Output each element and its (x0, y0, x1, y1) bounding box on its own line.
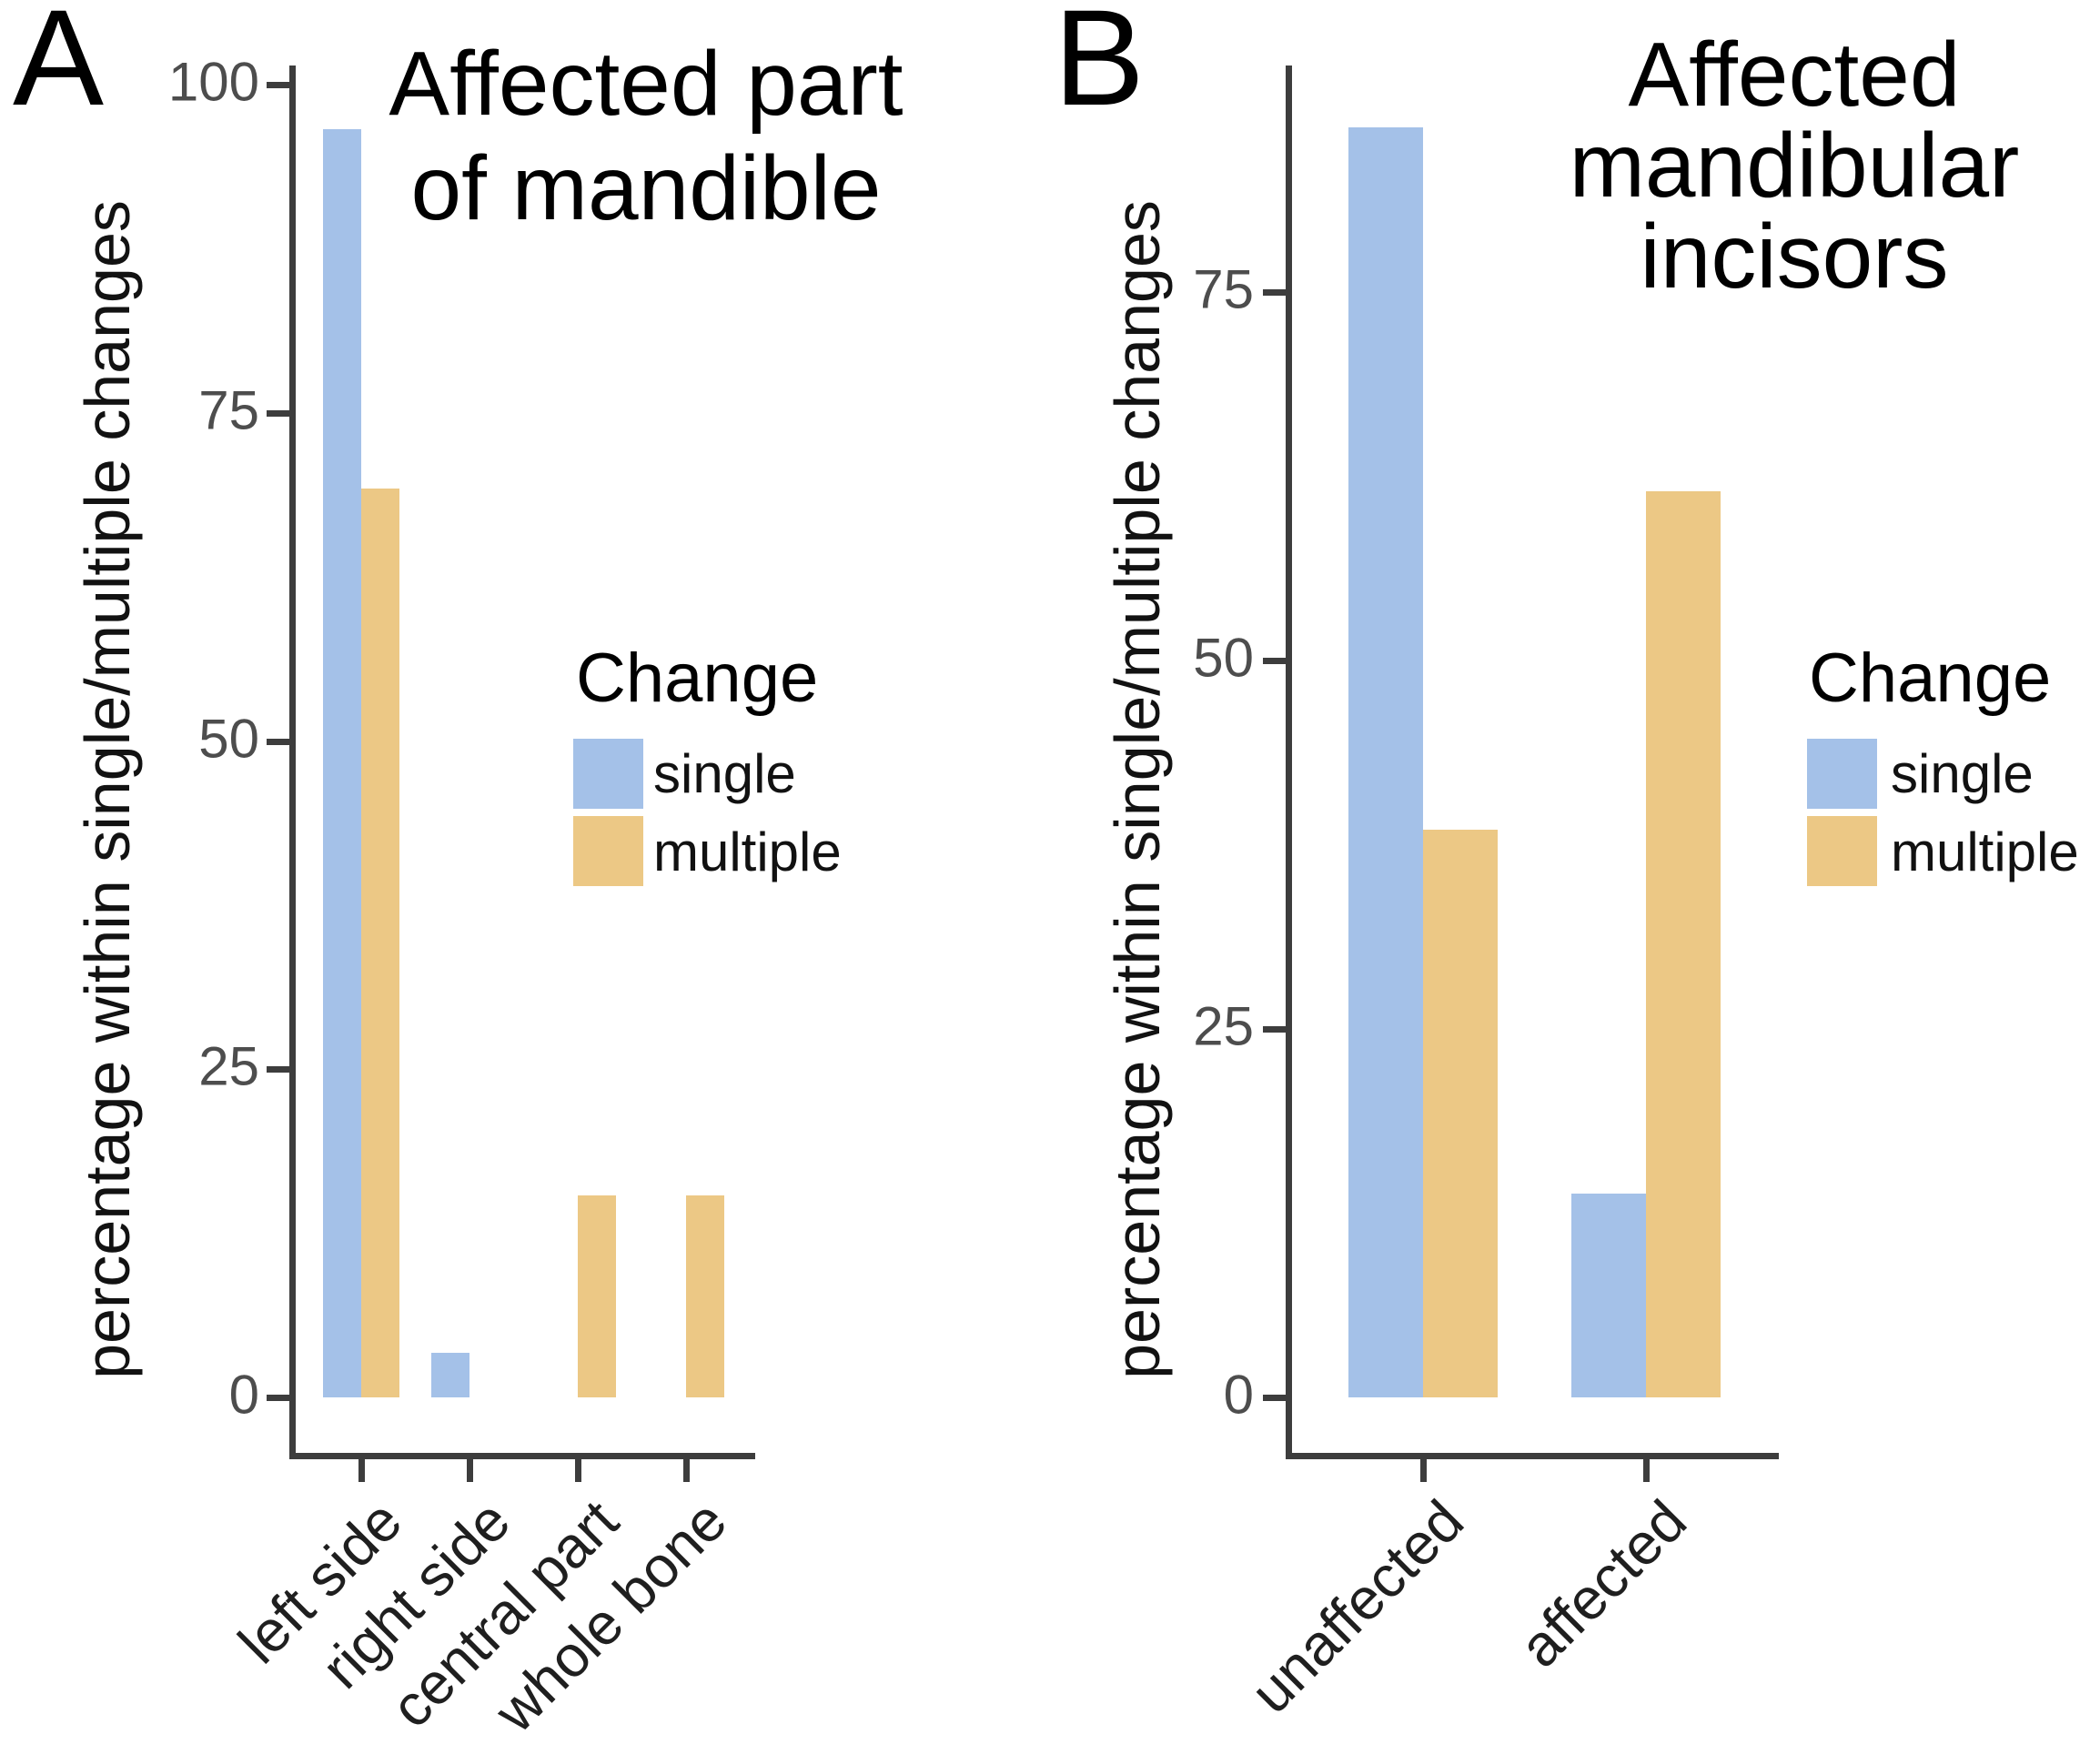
y-axis-title: percentage within single/multiple change… (1102, 200, 1173, 1379)
y-tick-label: 50 (1193, 627, 1254, 689)
y-tick (267, 1395, 289, 1401)
bar-single-affected (1571, 1194, 1646, 1397)
x-tick (358, 1459, 365, 1482)
y-tick-label: 75 (198, 379, 259, 441)
bar-single-left-side (323, 129, 361, 1397)
panel-letter-b: B (1054, 0, 1146, 134)
legend-label-single: single (1891, 743, 2034, 804)
legend-label-single: single (653, 743, 796, 804)
y-tick-label: 75 (1193, 258, 1254, 320)
x-tick (683, 1459, 690, 1482)
legend-title: Change (1809, 640, 2052, 717)
y-axis-line (289, 66, 296, 1459)
bar-single-unaffected (1348, 126, 1423, 1397)
x-tick (1420, 1459, 1427, 1482)
legend-swatch-multiple (573, 816, 643, 886)
legend-swatch-single (1807, 739, 1877, 809)
panel-letter-a: A (13, 0, 105, 134)
panel-title: Affected part (389, 33, 904, 135)
y-tick (1263, 1026, 1286, 1033)
y-tick-label: 25 (198, 1035, 259, 1097)
y-tick (1263, 289, 1286, 296)
legend-label-multiple: multiple (1891, 822, 2079, 882)
legend-swatch-multiple (1807, 816, 1877, 886)
x-tick (1643, 1459, 1650, 1482)
legend-title: Change (576, 640, 819, 717)
bar-multiple-left-side (361, 489, 399, 1397)
bar-single-right-side (431, 1352, 469, 1397)
legend-label-multiple: multiple (653, 822, 842, 882)
y-tick-label: 100 (167, 51, 259, 113)
x-tick-label: affected (1506, 1487, 1700, 1680)
y-tick (267, 409, 289, 417)
panel-title: mandibular (1569, 115, 2020, 217)
y-tick-label: 0 (228, 1364, 259, 1426)
y-tick (1263, 658, 1286, 664)
panel-title: of mandible (410, 137, 882, 239)
y-tick-label: 50 (198, 708, 259, 770)
panel-title: Affected (1628, 24, 1961, 126)
y-axis-line (1286, 66, 1292, 1459)
x-axis-line (289, 1453, 755, 1459)
x-tick (575, 1459, 581, 1482)
y-tick (1263, 1395, 1286, 1401)
x-axis-line (1286, 1453, 1779, 1459)
y-tick (267, 82, 289, 88)
y-tick (267, 738, 289, 745)
bar-multiple-affected (1646, 490, 1721, 1397)
y-tick (267, 1066, 289, 1074)
legend-swatch-single (573, 739, 643, 809)
y-axis-title: percentage within single/multiple change… (72, 200, 143, 1379)
x-tick (467, 1459, 473, 1482)
y-tick-label: 0 (1223, 1364, 1254, 1426)
bar-multiple-whole-bone (686, 1195, 724, 1397)
x-tick-label: unaffected (1237, 1487, 1477, 1726)
y-tick-label: 25 (1193, 995, 1254, 1057)
panel-title: incisors (1640, 206, 1949, 307)
bar-multiple-unaffected (1423, 830, 1498, 1397)
bar-multiple-central-part (578, 1195, 616, 1397)
